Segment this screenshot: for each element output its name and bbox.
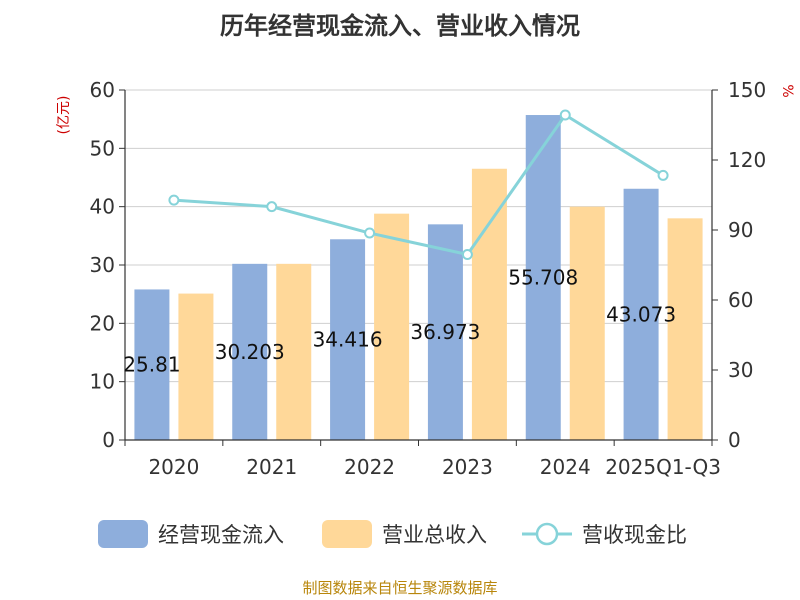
bar-revenue-2023	[471, 168, 507, 440]
y-left-tick-label: 20	[90, 311, 115, 335]
y-left-tick-label: 50	[90, 136, 115, 160]
data-label-2025Q1-Q3: 43.073	[606, 302, 676, 326]
legend-swatch-cash-inflow	[98, 520, 148, 548]
line-cash-revenue-ratio	[173, 112, 664, 257]
bar-cash-inflow-2025Q1-Q3	[623, 188, 659, 440]
y-right-tick-label: 120	[728, 148, 766, 172]
x-tick-label: 2021	[246, 455, 297, 479]
y-right-tick-label: 0	[728, 428, 741, 452]
x-tick-label: 2023	[442, 455, 493, 479]
data-label-2022: 34.416	[313, 328, 383, 352]
chart-title: 历年经营现金流入、营业收入情况	[220, 12, 580, 40]
bar-revenue-2025Q1-Q3	[667, 218, 703, 440]
bar-cash-inflow-2022	[330, 239, 366, 440]
data-label-2024: 55.708	[508, 266, 578, 290]
y-right-tick-label: 60	[728, 288, 753, 312]
bar-cash-inflow-2023	[427, 224, 463, 440]
legend-label-ratio: 营收现金比	[582, 523, 687, 547]
bar-cash-inflow-2021	[232, 263, 268, 440]
y-left-axis-label: (亿元)	[56, 96, 72, 135]
line-point-2021	[266, 201, 278, 213]
bar-cash-inflow-2020	[134, 289, 170, 440]
data-label-2021: 30.203	[215, 340, 285, 364]
legend-label-revenue: 营业总收入	[382, 523, 487, 547]
y-right-tick-label: 150	[728, 78, 766, 102]
line-point-2020	[168, 194, 180, 206]
source-note: 制图数据来自恒生聚源数据库	[302, 579, 497, 597]
y-left-tick-label: 10	[90, 370, 115, 394]
line-point-2024	[559, 109, 571, 121]
y-left-tick-label: 60	[90, 78, 115, 102]
line-point-2023	[461, 249, 473, 260]
y-left-tick-label: 30	[90, 253, 115, 277]
x-tick-label: 2022	[344, 455, 395, 479]
bar-cash-inflow-2024	[525, 115, 561, 441]
legend-swatch-revenue	[322, 520, 372, 548]
y-right-tick-label: 90	[728, 218, 753, 242]
legend-label-cash-inflow: 经营现金流入	[158, 523, 284, 547]
bar-revenue-2022	[374, 213, 410, 440]
line-point-2022	[364, 227, 376, 239]
y-right-tick-label: 30	[728, 358, 753, 382]
bar-revenue-2020	[178, 293, 214, 440]
legend-swatch-ratio-marker	[535, 522, 559, 546]
x-tick-label: 2024	[540, 455, 591, 479]
data-label-2023: 36.973	[410, 320, 480, 344]
y-right-axis-label: %	[779, 84, 795, 97]
line-point-2025Q1-Q3	[657, 169, 669, 181]
bar-revenue-2024	[569, 206, 605, 440]
bar-revenue-2021	[276, 263, 312, 440]
y-left-tick-label: 0	[102, 428, 115, 452]
y-left-tick-label: 40	[90, 195, 115, 219]
data-label-2020: 25.81	[123, 353, 180, 377]
x-tick-label: 2025Q1-Q3	[605, 455, 721, 479]
x-tick-label: 2020	[148, 455, 199, 479]
